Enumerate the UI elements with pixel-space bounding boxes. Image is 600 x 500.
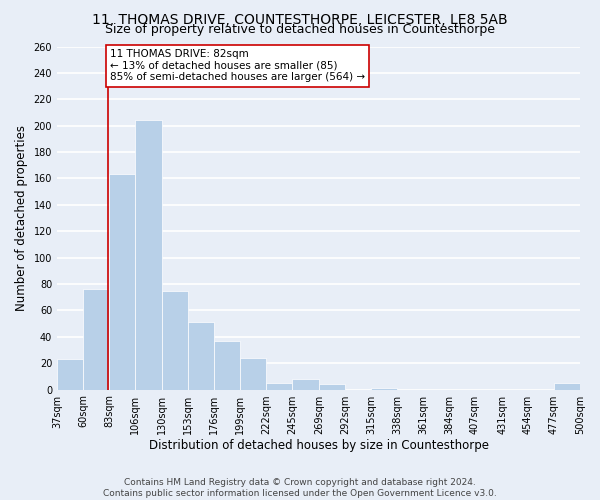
Text: 11 THOMAS DRIVE: 82sqm
← 13% of detached houses are smaller (85)
85% of semi-det: 11 THOMAS DRIVE: 82sqm ← 13% of detached… [110,49,365,82]
Bar [554,383,580,390]
Bar [83,290,109,390]
Text: Size of property relative to detached houses in Countesthorpe: Size of property relative to detached ho… [105,22,495,36]
Text: 11, THOMAS DRIVE, COUNTESTHORPE, LEICESTER, LE8 5AB: 11, THOMAS DRIVE, COUNTESTHORPE, LEICEST… [92,12,508,26]
X-axis label: Distribution of detached houses by size in Countesthorpe: Distribution of detached houses by size … [149,440,488,452]
Bar [214,341,240,390]
Bar [371,388,397,390]
Bar [109,174,135,390]
Bar [319,384,345,390]
Bar [57,359,83,390]
Text: Contains HM Land Registry data © Crown copyright and database right 2024.
Contai: Contains HM Land Registry data © Crown c… [103,478,497,498]
Bar [292,379,319,390]
Bar [162,290,188,390]
Bar [266,383,292,390]
Bar [188,322,214,390]
Bar [135,120,162,390]
Y-axis label: Number of detached properties: Number of detached properties [15,125,28,311]
Bar [240,358,266,390]
